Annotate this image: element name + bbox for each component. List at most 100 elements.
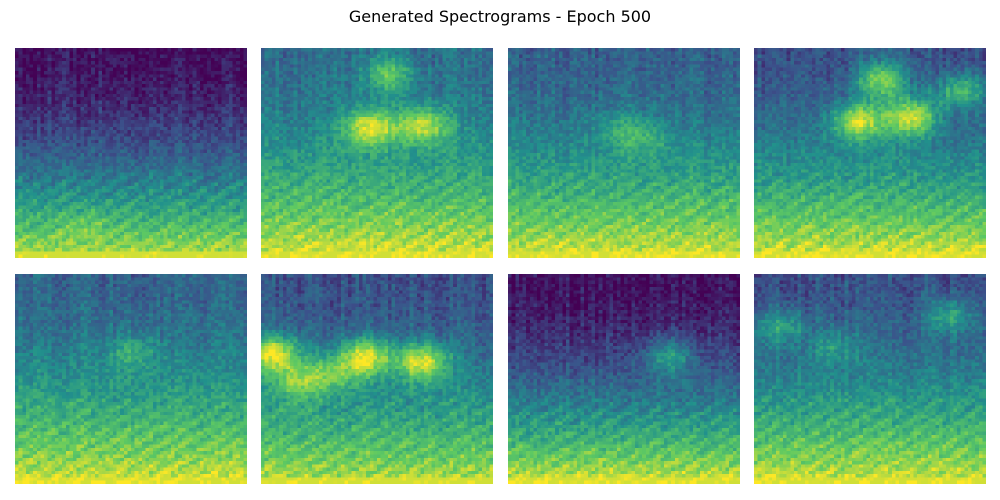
spectrogram-cell — [203, 143, 208, 147]
spectrogram-cell — [94, 97, 99, 101]
spectrogram-cell — [163, 113, 168, 117]
spectrogram-cell — [243, 221, 247, 226]
spectrogram-cell — [18, 100, 23, 104]
spectrogram-cell — [145, 113, 150, 117]
spectrogram-cell — [47, 64, 52, 68]
spectrogram-cell — [460, 57, 465, 62]
spectrogram-cell — [236, 156, 240, 160]
spectrogram-cell — [94, 100, 99, 104]
spectrogram-cell — [163, 221, 168, 226]
spectrogram-cell — [181, 231, 186, 236]
spectrogram-cell — [109, 248, 113, 252]
spectrogram-cell — [358, 80, 363, 85]
spectrogram-cell — [199, 212, 204, 216]
spectrogram-cell — [221, 192, 226, 196]
spectrogram-cell — [300, 74, 305, 78]
spectrogram-cell — [127, 221, 132, 226]
spectrogram-cell — [174, 166, 179, 170]
spectrogram-cell — [214, 87, 219, 91]
spectrogram-cell — [203, 195, 208, 200]
spectrogram-cell — [239, 228, 244, 232]
spectrogram-cell — [329, 70, 334, 75]
spectrogram-cell — [120, 159, 124, 163]
spectrogram-cell — [453, 57, 457, 62]
spectrogram-cell — [40, 143, 45, 147]
spectrogram-cell — [138, 179, 142, 183]
spectrogram-cell — [134, 175, 139, 180]
spectrogram-cell — [65, 241, 70, 245]
spectrogram-cell — [210, 159, 215, 163]
spectrogram-cell — [138, 185, 142, 190]
spectrogram-cell — [25, 93, 30, 98]
spectrogram-cell — [131, 225, 135, 229]
spectrogram-cell — [228, 162, 233, 167]
spectrogram-cell — [160, 133, 164, 137]
spectrogram-cell — [236, 162, 240, 167]
spectrogram-cell — [131, 195, 135, 200]
spectrogram-cell — [156, 175, 161, 180]
spectrogram-cell — [18, 208, 23, 213]
spectrogram-cell — [105, 208, 110, 213]
spectrogram-cell — [304, 51, 309, 55]
spectrogram-cell — [395, 61, 399, 65]
spectrogram-cell — [18, 149, 23, 154]
spectrogram-cell — [33, 110, 37, 114]
spectrogram-cell — [160, 228, 164, 232]
spectrogram-cell — [102, 202, 106, 206]
spectrogram-cell — [54, 90, 59, 95]
spectrogram-cell — [83, 113, 88, 117]
spectrogram-cell — [54, 130, 59, 134]
spectrogram-cell — [83, 139, 88, 144]
spectrogram-cell — [181, 146, 186, 150]
spectrogram-cell — [409, 54, 414, 58]
spectrogram-cell — [196, 228, 200, 232]
spectrogram-cell — [94, 67, 99, 72]
spectrogram-cell — [40, 57, 45, 62]
spectrogram-cell — [40, 218, 45, 222]
spectrogram-cell — [185, 103, 190, 108]
spectrogram-cell — [141, 179, 146, 183]
spectrogram-cell — [80, 74, 84, 78]
spectrogram-cell — [196, 205, 200, 209]
spectrogram-cell — [228, 195, 233, 200]
spectrogram-cell — [482, 87, 486, 91]
spectrogram-cell — [152, 51, 157, 55]
spectrogram-cell — [239, 97, 244, 101]
spectrogram-cell — [149, 87, 153, 91]
spectrogram-cell — [138, 149, 142, 154]
spectrogram-cell — [58, 254, 63, 258]
spectrogram-cell — [225, 136, 229, 140]
spectrogram-cell — [105, 215, 110, 219]
spectrogram-cell — [116, 208, 121, 213]
spectrogram-cell — [138, 192, 142, 196]
spectrogram-cell — [112, 126, 117, 131]
spectrogram-cell — [174, 51, 179, 55]
spectrogram-cell — [109, 205, 113, 209]
spectrogram-cell — [474, 90, 479, 95]
spectrogram-cell — [236, 169, 240, 173]
spectrogram-cell — [210, 228, 215, 232]
spectrogram-cell — [160, 120, 164, 124]
spectrogram-cell — [73, 149, 77, 154]
spectrogram-cell — [362, 74, 367, 78]
spectrogram-cell — [232, 192, 237, 196]
spectrogram-cell — [189, 169, 193, 173]
spectrogram-cell — [196, 139, 200, 144]
spectrogram-cell — [232, 61, 237, 65]
spectrogram-cell — [94, 228, 99, 232]
spectrogram-cell — [105, 51, 110, 55]
spectrogram-cell — [102, 205, 106, 209]
spectrogram-cell — [409, 57, 414, 62]
spectrogram-cell — [319, 51, 323, 55]
spectrogram-cell — [65, 64, 70, 68]
spectrogram-cell — [29, 136, 34, 140]
spectrogram-cell — [232, 107, 237, 111]
spectrogram-cell — [181, 120, 186, 124]
spectrogram-cell — [94, 179, 99, 183]
spectrogram-cell — [116, 228, 121, 232]
spectrogram-cell — [243, 133, 247, 137]
spectrogram-cell — [105, 146, 110, 150]
spectrogram-cell — [152, 64, 157, 68]
spectrogram-cell — [203, 235, 208, 239]
spectrogram-cell — [91, 175, 95, 180]
